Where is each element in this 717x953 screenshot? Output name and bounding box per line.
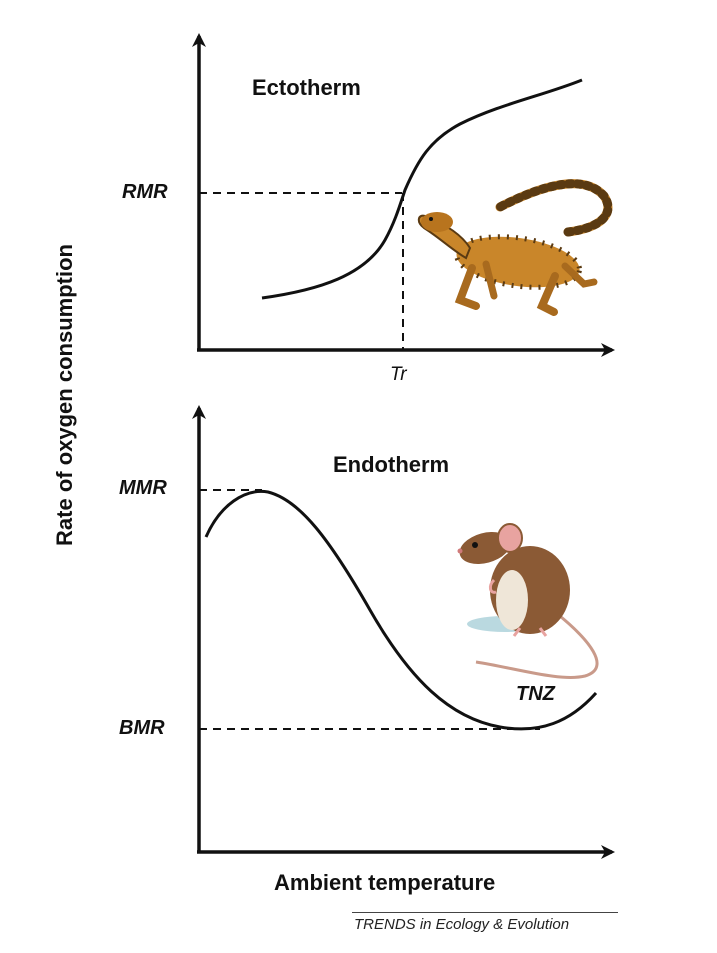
mouse-illustration bbox=[457, 523, 599, 679]
x-axis-label: Ambient temperature bbox=[274, 870, 496, 895]
bmr-label: BMR bbox=[119, 717, 165, 739]
ectotherm-panel bbox=[192, 33, 615, 357]
endotherm-curve bbox=[204, 489, 598, 731]
ectotherm-title: Ectotherm bbox=[252, 75, 361, 100]
rmr-label: RMR bbox=[122, 181, 168, 203]
credit-rule bbox=[352, 912, 618, 913]
tnz-label: TNZ bbox=[516, 683, 555, 705]
endotherm-title: Endotherm bbox=[333, 452, 450, 477]
lizard-illustration bbox=[417, 179, 613, 316]
y-axis-label: Rate of oxygen consumption bbox=[52, 244, 77, 546]
endotherm-panel bbox=[192, 405, 615, 859]
credit-text: TRENDS in Ecology & Evolution bbox=[354, 916, 570, 933]
mmr-label: MMR bbox=[119, 477, 167, 499]
ectotherm-curve bbox=[261, 78, 583, 300]
tr-label: Tr bbox=[390, 364, 407, 385]
